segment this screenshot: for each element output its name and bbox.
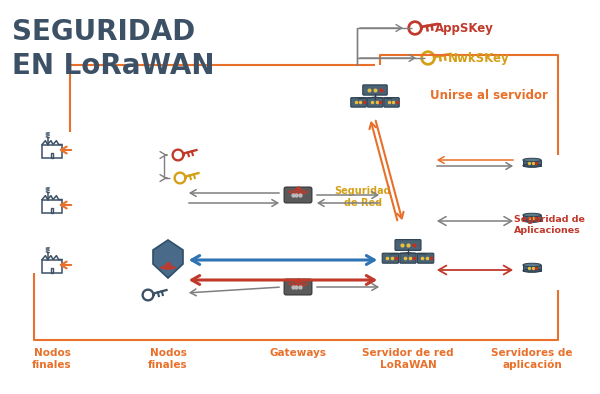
FancyBboxPatch shape: [384, 98, 399, 107]
Ellipse shape: [523, 213, 541, 217]
Text: Unirse al servidor: Unirse al servidor: [430, 89, 548, 102]
FancyBboxPatch shape: [367, 98, 383, 107]
Bar: [47, 252, 49, 253]
Text: Gateways: Gateways: [269, 348, 326, 358]
Polygon shape: [523, 160, 541, 165]
FancyBboxPatch shape: [284, 279, 312, 295]
FancyBboxPatch shape: [363, 85, 387, 95]
Text: Servidor de red
LoRaWAN: Servidor de red LoRaWAN: [362, 348, 454, 370]
Ellipse shape: [523, 263, 541, 267]
Text: Servidores de
aplicación: Servidores de aplicación: [491, 348, 573, 370]
Text: EN LoRaWAN: EN LoRaWAN: [12, 52, 215, 80]
Text: Nodos
finales: Nodos finales: [32, 348, 72, 370]
Ellipse shape: [523, 219, 541, 222]
Ellipse shape: [523, 158, 541, 162]
Polygon shape: [523, 215, 541, 221]
Ellipse shape: [523, 164, 541, 167]
Bar: [47, 137, 49, 138]
Text: Nodos
finales: Nodos finales: [148, 348, 188, 370]
FancyBboxPatch shape: [382, 253, 398, 263]
Text: AppSKey: AppSKey: [435, 22, 494, 35]
Bar: [47, 192, 49, 193]
FancyBboxPatch shape: [395, 240, 421, 251]
Text: Seguridad
de Red: Seguridad de Red: [335, 186, 391, 208]
FancyBboxPatch shape: [400, 253, 416, 263]
Text: NwkSKey: NwkSKey: [448, 52, 509, 65]
Ellipse shape: [523, 269, 541, 272]
Text: Seguridad de
Aplicaciones: Seguridad de Aplicaciones: [514, 215, 585, 235]
Text: SEGURIDAD: SEGURIDAD: [12, 18, 195, 46]
Polygon shape: [523, 265, 541, 271]
FancyBboxPatch shape: [351, 98, 366, 107]
Polygon shape: [153, 240, 183, 278]
FancyBboxPatch shape: [284, 187, 312, 203]
FancyBboxPatch shape: [418, 253, 434, 263]
